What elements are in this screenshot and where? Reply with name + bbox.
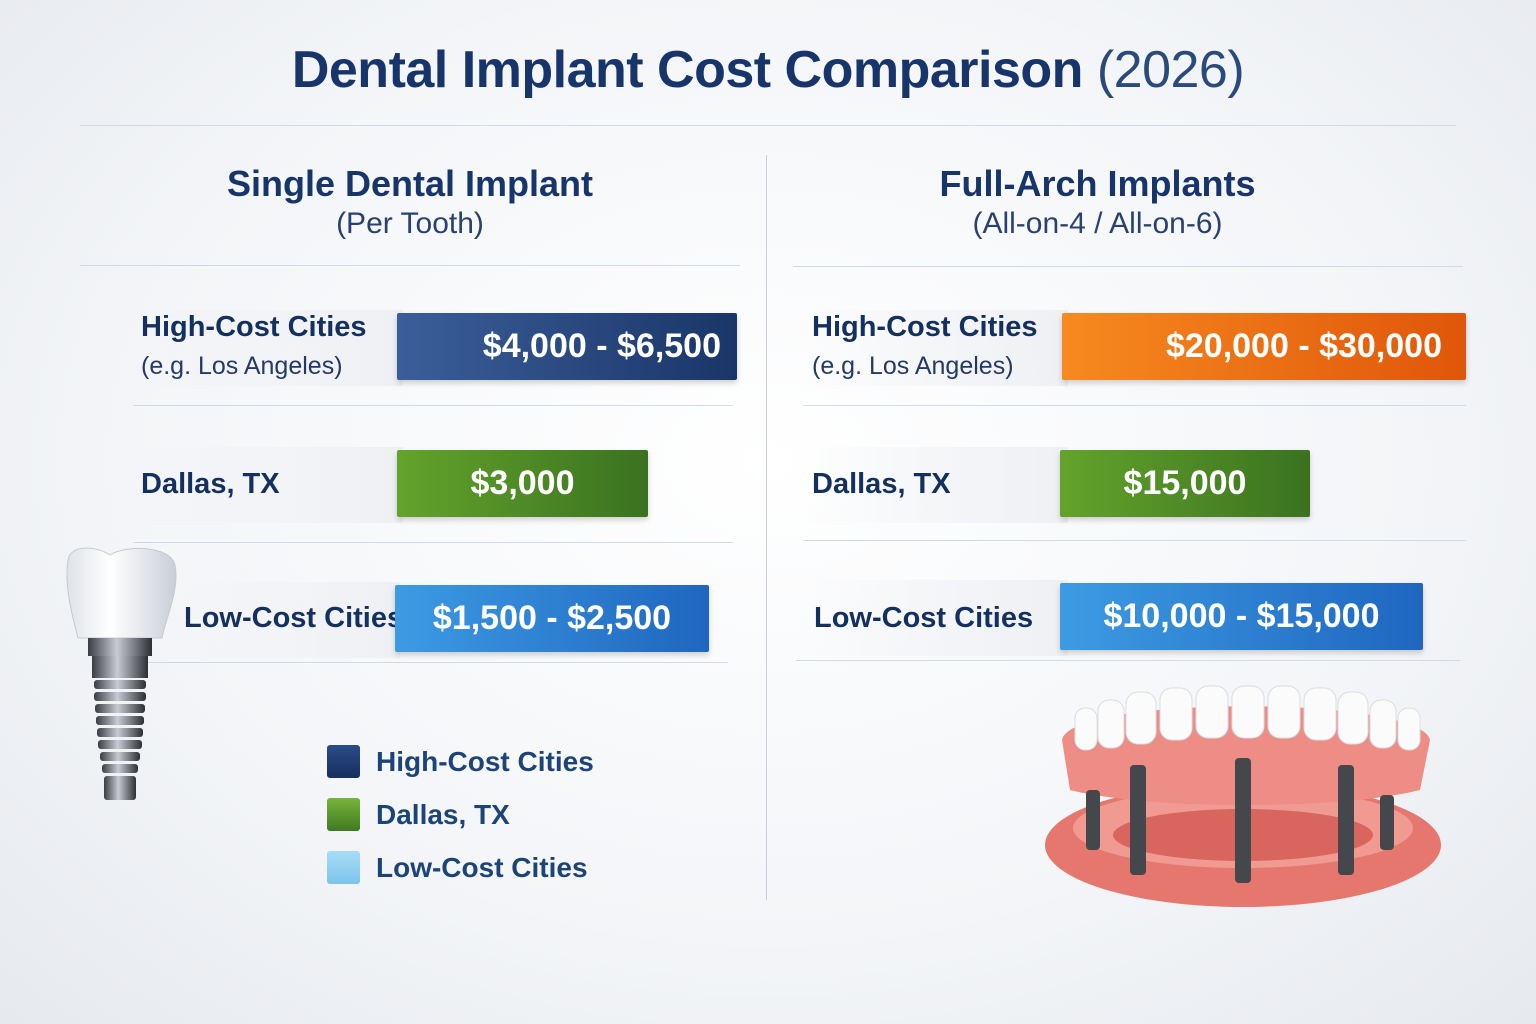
bar-fullarch-dallas: $15,000	[1060, 450, 1310, 517]
legend-swatch	[327, 798, 360, 831]
legend-swatch	[327, 745, 360, 778]
panel-subtitle-fullarch: (All-on-4 / All-on-6)	[972, 207, 1223, 240]
panel-subtitle-single: (Per Tooth)	[336, 207, 484, 240]
title-divider	[80, 125, 1456, 126]
category-label: High-Cost Cities	[812, 311, 1038, 343]
category-note: (e.g. Los Angeles)	[812, 352, 1014, 380]
dental-implant-icon	[66, 547, 177, 800]
panel-title-fullarch: Full-Arch Implants	[939, 163, 1256, 204]
bar-fullarch-low: $10,000 - $15,000	[1060, 583, 1423, 650]
category-label: High-Cost Cities	[141, 311, 367, 343]
category-label: Dallas, TX	[141, 468, 280, 500]
legend-swatch	[327, 851, 360, 884]
category-label: Low-Cost Cities	[184, 602, 404, 634]
bar-fullarch-high: $20,000 - $30,000	[1062, 313, 1466, 380]
category-label: Low-Cost Cities	[814, 602, 1034, 634]
bar-single-high: $4,000 - $6,500	[397, 313, 737, 380]
panel-divider	[766, 155, 767, 900]
category-label: Dallas, TX	[812, 468, 951, 500]
chart-title: Dental Implant Cost Comparison (2026)	[291, 41, 1245, 99]
full-arch-denture-icon	[1045, 685, 1441, 907]
legend-item-low: Low-Cost Cities	[327, 851, 588, 884]
category-note: (e.g. Los Angeles)	[141, 352, 343, 380]
bar-single-dallas: $3,000	[397, 450, 648, 517]
legend-item-high: High-Cost Cities	[327, 745, 594, 778]
bar-single-low: $1,500 - $2,500	[395, 585, 709, 652]
legend-item-dallas: Dallas, TX	[327, 798, 510, 831]
panel-title-single: Single Dental Implant	[226, 163, 594, 204]
